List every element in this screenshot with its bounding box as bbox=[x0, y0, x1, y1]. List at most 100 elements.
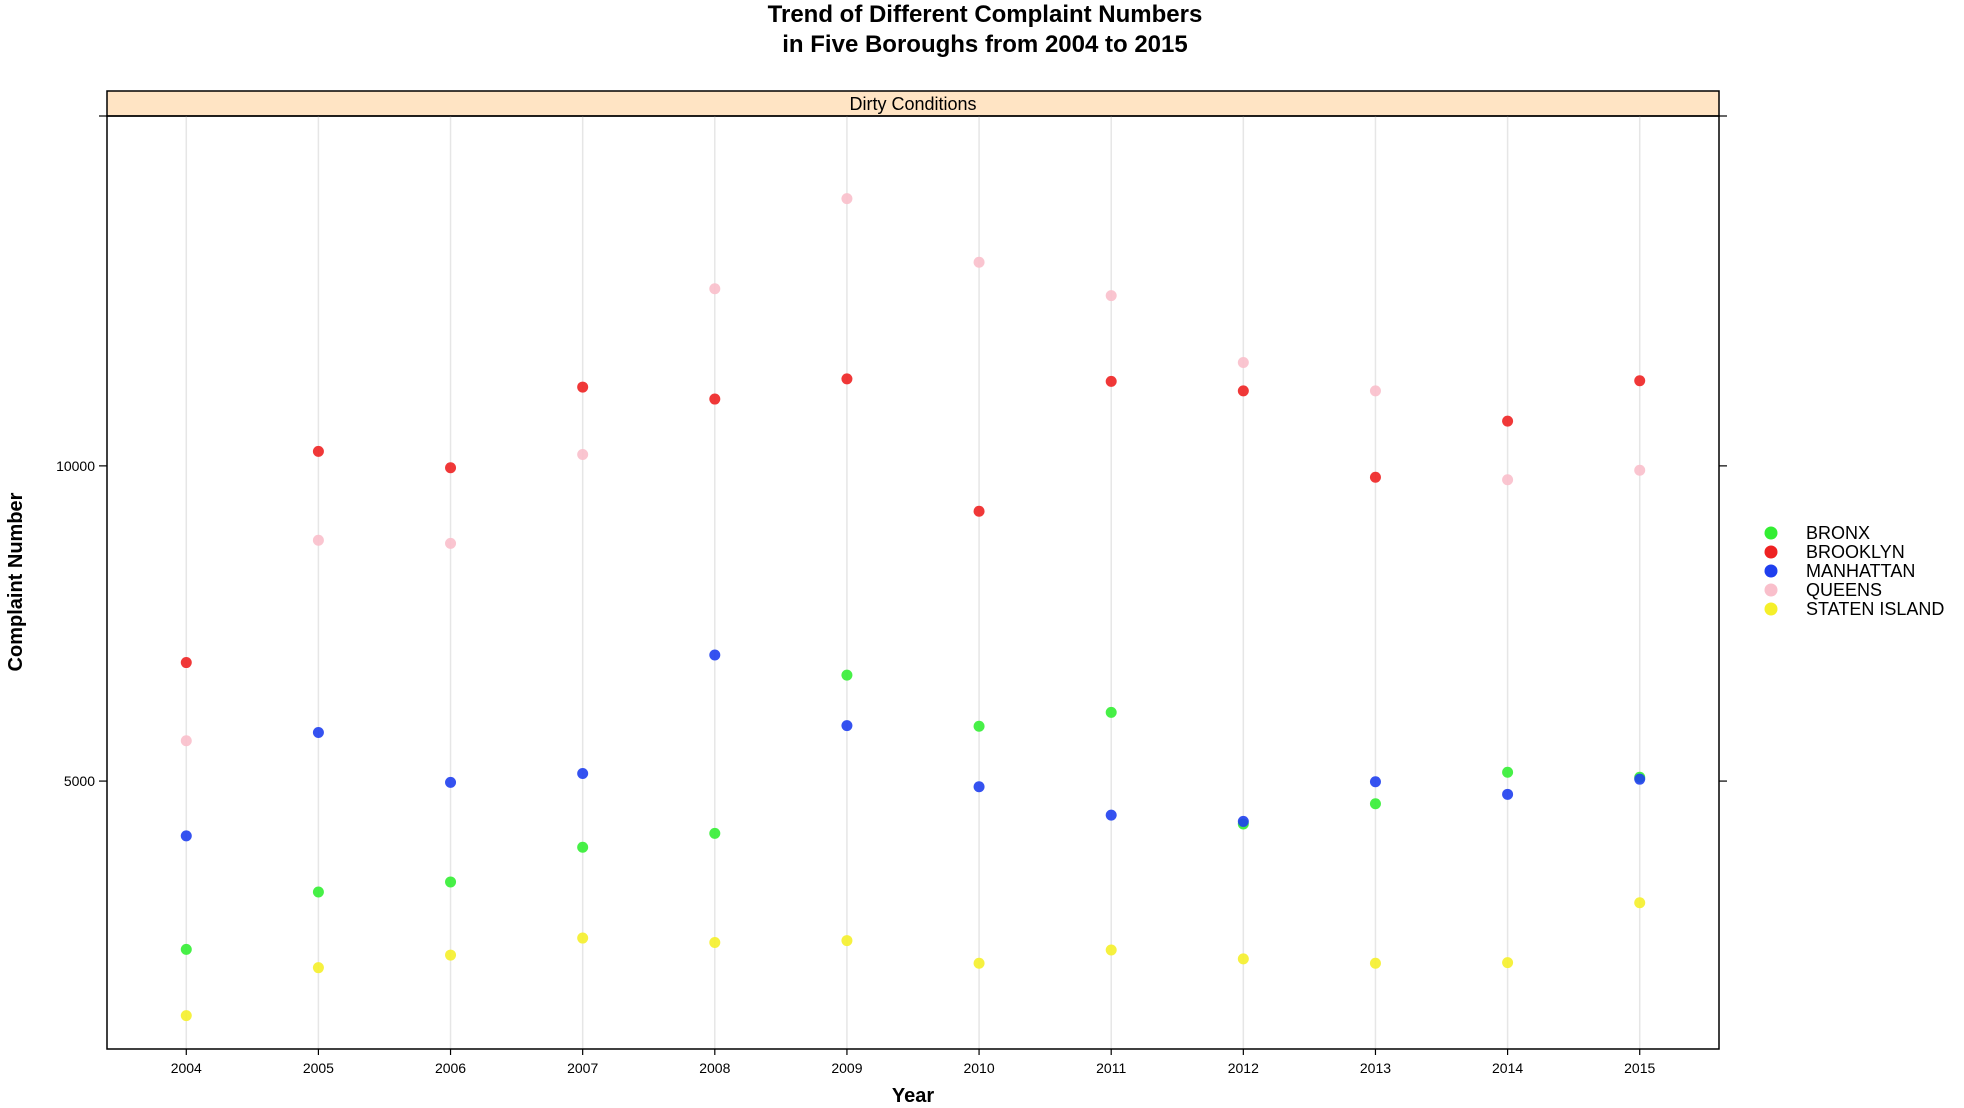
point-bronx-2009 bbox=[841, 669, 853, 681]
point-bronx-2011 bbox=[1105, 706, 1117, 718]
legend-item-staten-island: STATEN ISLAND bbox=[1764, 599, 1944, 619]
point-brooklyn-2011 bbox=[1105, 375, 1117, 387]
point-bronx-2006 bbox=[445, 876, 457, 888]
legend-marker bbox=[1764, 564, 1778, 578]
point-queens-2013 bbox=[1369, 385, 1381, 397]
point-manhattan-2006 bbox=[445, 776, 457, 788]
x-tick-label: 2006 bbox=[435, 1060, 466, 1076]
x-tick-label: 2008 bbox=[699, 1060, 730, 1076]
point-brooklyn-2014 bbox=[1502, 415, 1514, 427]
legend-label: QUEENS bbox=[1806, 580, 1882, 600]
series-queens bbox=[180, 193, 1646, 747]
x-tick-label: 2010 bbox=[963, 1060, 994, 1076]
x-tick-label: 2014 bbox=[1492, 1060, 1523, 1076]
point-staten-island-2006 bbox=[445, 949, 457, 961]
point-brooklyn-2010 bbox=[973, 505, 985, 517]
legend-marker bbox=[1764, 583, 1778, 597]
legend-label: STATEN ISLAND bbox=[1806, 599, 1944, 619]
point-staten-island-2008 bbox=[709, 936, 721, 948]
x-tick-label: 2004 bbox=[171, 1060, 202, 1076]
point-manhattan-2010 bbox=[973, 781, 985, 793]
point-manhattan-2009 bbox=[841, 720, 853, 732]
legend-label: BRONX bbox=[1806, 523, 1870, 543]
point-brooklyn-2012 bbox=[1237, 385, 1249, 397]
chart-title-line-2: in Five Boroughs from 2004 to 2015 bbox=[782, 31, 1187, 58]
x-tick-label: 2009 bbox=[831, 1060, 862, 1076]
point-queens-2007 bbox=[577, 449, 589, 461]
x-tick-label: 2007 bbox=[567, 1060, 598, 1076]
point-brooklyn-2008 bbox=[709, 393, 721, 405]
strip-header bbox=[106, 90, 1720, 117]
chart-title: Trend of Different Complaint Numbers in … bbox=[768, 1, 1203, 58]
point-manhattan-2012 bbox=[1237, 815, 1249, 827]
series-staten-island bbox=[180, 897, 1646, 1022]
point-manhattan-2005 bbox=[312, 727, 324, 739]
x-tick-label: 2012 bbox=[1228, 1060, 1259, 1076]
legend-item-queens: QUEENS bbox=[1764, 580, 1882, 600]
legend-label: BROOKLYN bbox=[1806, 542, 1905, 562]
y-axis-title: Complaint Number bbox=[5, 492, 27, 671]
point-staten-island-2014 bbox=[1502, 957, 1514, 969]
legend-item-manhattan: MANHATTAN bbox=[1764, 561, 1915, 581]
point-bronx-2010 bbox=[973, 720, 985, 732]
x-axis-title: Year bbox=[892, 1085, 934, 1107]
point-bronx-2008 bbox=[709, 827, 721, 839]
legend-label: MANHATTAN bbox=[1806, 561, 1915, 581]
point-queens-2008 bbox=[709, 283, 721, 295]
point-queens-2010 bbox=[973, 256, 985, 268]
point-staten-island-2005 bbox=[312, 962, 324, 974]
point-brooklyn-2009 bbox=[841, 373, 853, 385]
plot-frame bbox=[106, 115, 1720, 1050]
point-staten-island-2007 bbox=[577, 932, 589, 944]
y-tick-label: 10000 bbox=[56, 458, 95, 474]
point-queens-2011 bbox=[1105, 290, 1117, 302]
legend-item-bronx: BRONX bbox=[1764, 523, 1870, 543]
point-manhattan-2013 bbox=[1369, 776, 1381, 788]
point-queens-2014 bbox=[1502, 474, 1514, 486]
point-brooklyn-2015 bbox=[1634, 375, 1646, 387]
axis-ticks: 2004 2005 2006 2007 2008 2009 2010 2011 2012 2013… bbox=[56, 115, 1727, 1076]
x-tick-label: 2013 bbox=[1360, 1060, 1391, 1076]
point-staten-island-2013 bbox=[1369, 957, 1381, 969]
point-bronx-2013 bbox=[1369, 798, 1381, 810]
point-brooklyn-2004 bbox=[180, 657, 192, 669]
point-bronx-2007 bbox=[577, 841, 589, 853]
point-manhattan-2008 bbox=[709, 649, 721, 661]
point-brooklyn-2005 bbox=[312, 445, 324, 457]
point-queens-2006 bbox=[445, 537, 457, 549]
x-tick-label: 2011 bbox=[1096, 1060, 1126, 1076]
chart-title-line-1: Trend of Different Complaint Numbers bbox=[768, 1, 1203, 28]
point-queens-2004 bbox=[180, 735, 192, 747]
point-queens-2015 bbox=[1634, 464, 1646, 476]
gridlines bbox=[185, 116, 1641, 1049]
point-brooklyn-2006 bbox=[445, 462, 457, 474]
series-manhattan bbox=[180, 649, 1646, 842]
point-staten-island-2012 bbox=[1237, 953, 1249, 965]
point-manhattan-2015 bbox=[1634, 773, 1646, 785]
legend-marker bbox=[1764, 545, 1778, 559]
y-tick-label: 5000 bbox=[64, 773, 95, 789]
point-manhattan-2007 bbox=[577, 768, 589, 780]
legend-item-brooklyn: BROOKLYN bbox=[1764, 542, 1905, 562]
point-staten-island-2015 bbox=[1634, 897, 1646, 909]
point-manhattan-2011 bbox=[1105, 809, 1117, 821]
point-staten-island-2004 bbox=[180, 1010, 192, 1022]
point-bronx-2004 bbox=[180, 943, 192, 955]
series-bronx bbox=[180, 669, 1646, 955]
point-manhattan-2014 bbox=[1502, 788, 1514, 800]
point-bronx-2005 bbox=[312, 886, 324, 898]
point-manhattan-2004 bbox=[180, 830, 192, 842]
point-queens-2012 bbox=[1237, 356, 1249, 368]
point-queens-2009 bbox=[841, 193, 853, 205]
legend-marker bbox=[1764, 526, 1778, 540]
point-bronx-2014 bbox=[1502, 766, 1514, 778]
panel-label: Dirty Conditions bbox=[849, 94, 976, 114]
point-queens-2005 bbox=[312, 534, 324, 546]
point-brooklyn-2013 bbox=[1369, 471, 1381, 483]
x-tick-label: 2015 bbox=[1624, 1060, 1655, 1076]
point-staten-island-2011 bbox=[1105, 944, 1117, 956]
series-brooklyn bbox=[180, 373, 1646, 669]
x-tick-label: 2005 bbox=[303, 1060, 334, 1076]
